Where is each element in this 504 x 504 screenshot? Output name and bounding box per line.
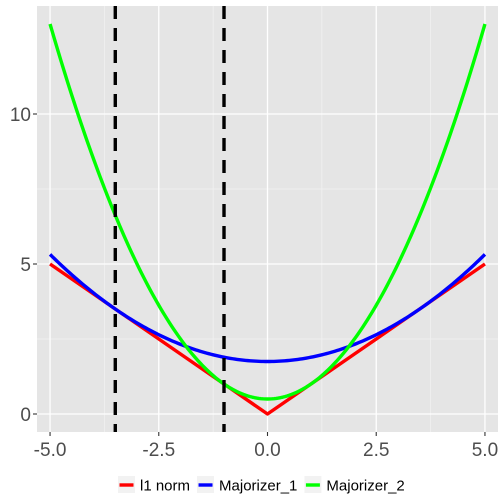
x-tick-label: 5.0: [472, 440, 498, 461]
legend-item: l1 norm: [118, 476, 190, 495]
legend-item: Majorizer_1: [197, 476, 297, 495]
legend: l1 norm Majorizer_1 Majorizer_2: [118, 476, 405, 495]
x-tick-label: -5.0: [34, 440, 67, 461]
vline-layer: [113, 6, 226, 432]
series-line-majorizer-2: [48, 23, 487, 401]
legend-label: Majorizer_2: [326, 478, 404, 495]
legend-label: l1 norm: [140, 478, 190, 495]
series-layer: [48, 23, 487, 416]
y-tick-label: 0: [20, 405, 31, 426]
grid-major: [37, 6, 498, 432]
legend-item: Majorizer_2: [304, 476, 405, 495]
y-axis: 0 5 10: [10, 105, 37, 426]
x-tick-label: 0.0: [254, 440, 280, 461]
y-tick-label: 5: [20, 255, 31, 276]
series-line-majorizer-1: [48, 253, 487, 364]
x-tick-label: 2.5: [363, 440, 389, 461]
x-tick-label: -2.5: [142, 440, 175, 461]
legend-label: Majorizer_1: [219, 478, 297, 495]
x-axis: -5.0 -2.5 0.0 2.5 5.0: [34, 432, 498, 461]
y-tick-label: 10: [10, 105, 31, 126]
